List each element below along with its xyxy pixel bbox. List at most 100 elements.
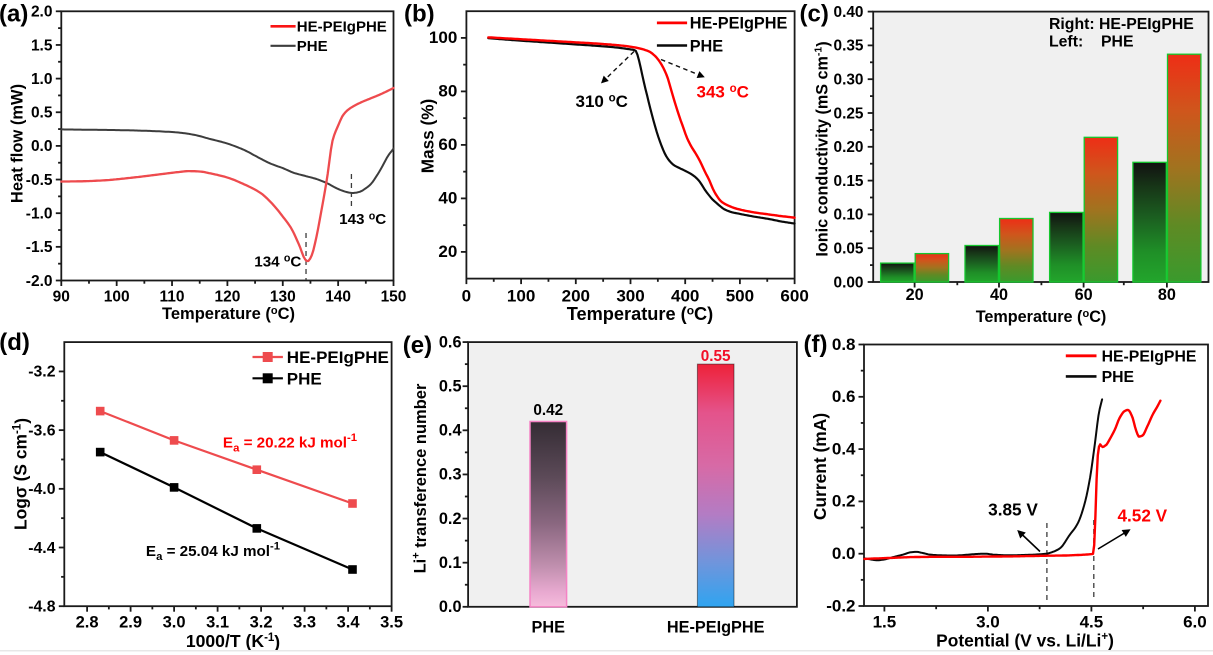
svg-text:HE-PEIgPHE: HE-PEIgPHE xyxy=(287,348,389,367)
svg-text:2.8: 2.8 xyxy=(76,613,99,631)
svg-text:1.5: 1.5 xyxy=(31,37,53,54)
svg-text:PHE: PHE xyxy=(287,369,322,388)
svg-text:0.3: 0.3 xyxy=(439,466,462,484)
svg-text:2.9: 2.9 xyxy=(119,613,142,631)
svg-text:40: 40 xyxy=(438,189,457,208)
svg-text:Temperature (oC): Temperature (oC) xyxy=(162,305,295,323)
svg-text:HE-PEIgPHE: HE-PEIgPHE xyxy=(690,15,788,33)
svg-text:0.0: 0.0 xyxy=(832,544,856,563)
svg-text:Temperature (oC): Temperature (oC) xyxy=(567,304,713,325)
svg-text:PHE: PHE xyxy=(1101,34,1133,51)
svg-text:Ea = 20.22 kJ mol-1: Ea = 20.22 kJ mol-1 xyxy=(223,432,357,455)
svg-text:80: 80 xyxy=(1158,286,1176,304)
svg-text:-4.0: -4.0 xyxy=(28,481,55,498)
svg-text:1000/T (K-1): 1000/T (K-1) xyxy=(186,631,280,652)
svg-text:100: 100 xyxy=(429,28,457,47)
svg-text:HE-PEIgPHE: HE-PEIgPHE xyxy=(667,618,765,636)
svg-text:Current (mA): Current (mA) xyxy=(810,413,830,520)
svg-text:100: 100 xyxy=(104,288,130,305)
svg-text:120: 120 xyxy=(214,288,240,305)
svg-text:3.2: 3.2 xyxy=(250,613,273,631)
svg-text:60: 60 xyxy=(438,135,457,154)
svg-text:0.30: 0.30 xyxy=(834,72,864,89)
svg-text:3.0: 3.0 xyxy=(976,613,1000,632)
svg-text:0.1: 0.1 xyxy=(439,554,462,572)
svg-text:0.4: 0.4 xyxy=(439,422,462,440)
svg-text:200: 200 xyxy=(562,287,590,306)
svg-text:310 oC: 310 oC xyxy=(575,92,627,111)
svg-text:0.0: 0.0 xyxy=(439,598,462,616)
svg-text:Potential (V vs. Li/Li+): Potential (V vs. Li/Li+) xyxy=(936,631,1114,651)
svg-text:(b): (b) xyxy=(404,1,435,28)
svg-text:150: 150 xyxy=(381,288,407,305)
svg-text:PHE: PHE xyxy=(690,37,724,55)
svg-text:-4.4: -4.4 xyxy=(28,540,55,557)
svg-text:500: 500 xyxy=(726,287,754,306)
svg-text:0.15: 0.15 xyxy=(834,173,864,190)
svg-text:143 oC: 143 oC xyxy=(339,210,386,228)
svg-text:0.42: 0.42 xyxy=(533,402,563,419)
svg-text:0.40: 0.40 xyxy=(834,4,864,21)
svg-text:Left:: Left: xyxy=(1049,34,1083,51)
svg-text:HE-PEIgPHE: HE-PEIgPHE xyxy=(297,19,387,36)
svg-text:0.5: 0.5 xyxy=(31,105,53,122)
svg-text:110: 110 xyxy=(160,288,185,305)
svg-text:0.20: 0.20 xyxy=(834,139,864,156)
svg-text:-0.2: -0.2 xyxy=(826,596,855,615)
svg-text:20: 20 xyxy=(438,242,457,261)
svg-text:HE-PEIgPHE: HE-PEIgPHE xyxy=(1102,349,1197,366)
svg-text:PHE: PHE xyxy=(1102,369,1134,386)
svg-text:4.52 V: 4.52 V xyxy=(1117,506,1167,526)
svg-text:343 oC: 343 oC xyxy=(696,83,748,102)
svg-text:PHE: PHE xyxy=(297,38,328,55)
svg-text:Ionic conductivity (mS cm-1): Ionic conductivity (mS cm-1) xyxy=(813,41,832,256)
svg-text:0.6: 0.6 xyxy=(439,333,462,351)
svg-text:0.35: 0.35 xyxy=(834,38,864,55)
svg-text:-1.0: -1.0 xyxy=(26,206,53,223)
svg-text:1.0: 1.0 xyxy=(31,71,53,88)
svg-text:3.1: 3.1 xyxy=(206,613,229,631)
svg-text:0.10: 0.10 xyxy=(834,207,864,224)
svg-text:0.8: 0.8 xyxy=(832,335,856,354)
svg-text:Temperature (oC): Temperature (oC) xyxy=(976,308,1107,326)
svg-text:400: 400 xyxy=(671,287,699,306)
svg-text:600: 600 xyxy=(780,287,808,306)
svg-text:60: 60 xyxy=(1075,286,1093,304)
svg-text:134 oC: 134 oC xyxy=(254,253,301,271)
svg-text:0.00: 0.00 xyxy=(834,274,864,291)
svg-text:4.5: 4.5 xyxy=(1080,613,1104,632)
svg-text:-3.6: -3.6 xyxy=(28,422,55,439)
svg-text:130: 130 xyxy=(270,288,296,305)
svg-text:-1.5: -1.5 xyxy=(26,239,53,256)
svg-text:100: 100 xyxy=(507,287,535,306)
svg-text:20: 20 xyxy=(906,286,924,304)
svg-text:(e): (e) xyxy=(403,332,432,359)
svg-text:0.05: 0.05 xyxy=(834,241,864,258)
svg-text:-0.5: -0.5 xyxy=(26,172,53,189)
svg-text:90: 90 xyxy=(53,288,70,305)
svg-text:Li+ transference number: Li+ transference number xyxy=(411,383,430,573)
svg-text:0.2: 0.2 xyxy=(439,510,462,528)
svg-text:Heat flow (mW): Heat flow (mW) xyxy=(9,84,27,203)
svg-text:Mass (%): Mass (%) xyxy=(418,99,438,174)
svg-text:PHE: PHE xyxy=(532,618,566,636)
svg-text:0.2: 0.2 xyxy=(832,492,856,511)
svg-text:-4.8: -4.8 xyxy=(28,598,55,615)
svg-text:Logσ (S cm-1): Logσ (S cm-1) xyxy=(11,418,32,530)
svg-text:2.0: 2.0 xyxy=(31,4,53,21)
svg-text:0.25: 0.25 xyxy=(834,105,864,122)
svg-text:3.3: 3.3 xyxy=(293,613,316,631)
svg-text:3.0: 3.0 xyxy=(163,613,186,631)
svg-text:-2.0: -2.0 xyxy=(26,273,53,290)
svg-text:0: 0 xyxy=(462,287,471,306)
svg-text:3.4: 3.4 xyxy=(337,613,361,631)
svg-text:3.5: 3.5 xyxy=(380,613,403,631)
svg-text:1.5: 1.5 xyxy=(873,613,897,632)
svg-text:-3.2: -3.2 xyxy=(28,364,55,381)
svg-text:(c): (c) xyxy=(800,0,829,27)
svg-text:(d): (d) xyxy=(0,329,30,356)
svg-text:80: 80 xyxy=(438,82,457,101)
svg-text:40: 40 xyxy=(990,286,1008,304)
svg-text:140: 140 xyxy=(325,288,351,305)
svg-text:(f): (f) xyxy=(804,331,828,358)
